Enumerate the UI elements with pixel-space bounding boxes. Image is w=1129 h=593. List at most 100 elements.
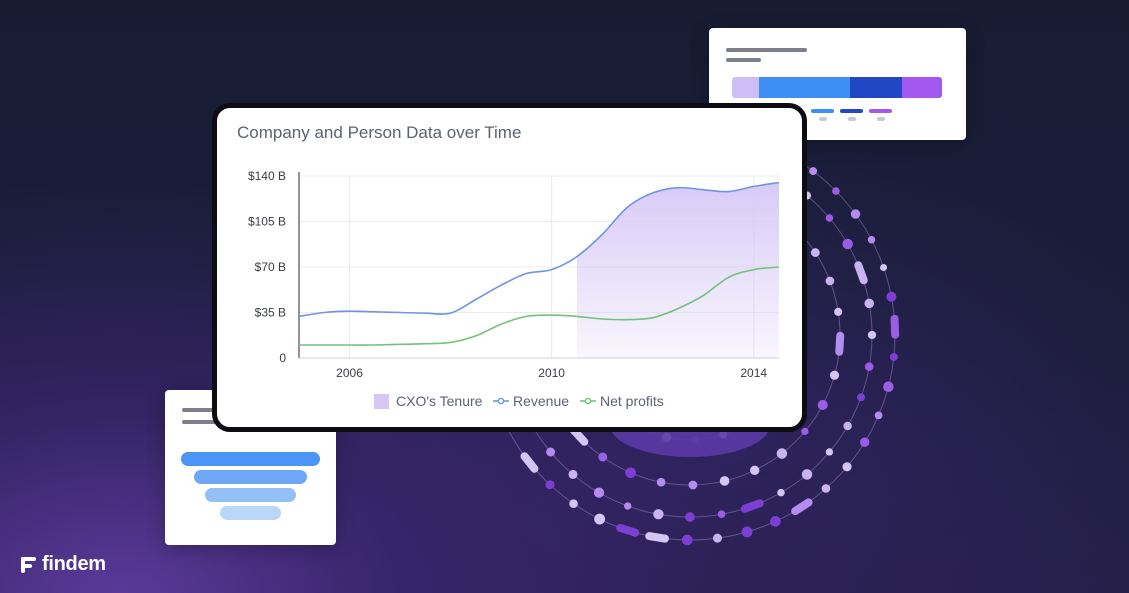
- ring-dot: [688, 480, 698, 490]
- legend-swatch: [869, 109, 892, 113]
- card-heading-line: [726, 48, 807, 52]
- funnel-stage: [181, 452, 320, 466]
- ring-dot: [856, 393, 866, 402]
- ring-dot: [770, 516, 781, 527]
- ring-dot: [825, 448, 834, 456]
- tenure-swatch: [374, 393, 389, 409]
- segment-legend: [811, 109, 901, 123]
- findem-logo[interactable]: findem: [20, 553, 106, 576]
- legend-swatch: [811, 109, 834, 113]
- y-tick-label: $105 B: [248, 215, 286, 229]
- ring-dot: [656, 477, 666, 487]
- ring-dot: [810, 248, 820, 257]
- ring-dot: [843, 421, 852, 431]
- y-tick-label: $35 B: [255, 306, 286, 320]
- ring-dot: [685, 512, 695, 522]
- y-tick-label: 0: [279, 351, 286, 365]
- findem-f-icon: [21, 556, 36, 573]
- ring-dot: [719, 476, 730, 486]
- x-tick-label: 2010: [538, 366, 565, 380]
- ring-dot: [809, 167, 818, 176]
- ring-dot: [867, 330, 877, 340]
- ring-dot: [825, 276, 835, 286]
- ring-pill: [616, 523, 640, 537]
- legend-label-net-profits: Net profits: [600, 393, 664, 409]
- y-tick-label: $70 B: [255, 260, 286, 274]
- stacked-segment-bar: [732, 77, 942, 98]
- legend-label-placeholder: [819, 117, 827, 121]
- net-profits-swatch-icon: [580, 397, 596, 405]
- ring-dot: [568, 469, 578, 479]
- ring-pill: [835, 331, 845, 356]
- ring-dot: [594, 513, 606, 525]
- x-tick-label: 2006: [336, 366, 363, 380]
- ring-dot: [741, 526, 753, 538]
- ring-dot: [829, 370, 840, 380]
- segment-bar-card: [709, 28, 966, 140]
- ring-pill: [520, 452, 539, 473]
- ring-dot: [832, 187, 840, 195]
- ring-pill: [854, 261, 868, 285]
- ring-dot: [842, 462, 852, 472]
- bar-segment: [759, 77, 850, 98]
- ring-dot: [593, 487, 605, 498]
- ring-dot: [801, 469, 813, 480]
- ring-pill: [740, 499, 764, 513]
- funnel-stage: [219, 506, 282, 520]
- revenue-line[interactable]: [298, 181, 780, 318]
- legend-label-revenue: Revenue: [513, 393, 570, 409]
- brand-name: findem: [42, 553, 106, 575]
- bar-segment: [902, 77, 942, 98]
- ring-dot: [653, 509, 664, 520]
- funnel-stage: [194, 470, 307, 484]
- revenue-swatch-icon: [493, 397, 509, 405]
- ring-dot: [776, 448, 788, 459]
- ring-dot: [681, 534, 693, 546]
- chart-card: Company and Person Data over Time 0 $35 B…: [212, 103, 807, 432]
- ring-dot: [889, 352, 898, 362]
- chart-title: Company and Person Data over Time: [237, 123, 522, 142]
- line-chart: 0 $35 B $70 B $105 B $140 B 2006 2010 2014: [248, 169, 780, 380]
- x-tick-label: 2014: [740, 366, 767, 380]
- ring-dot: [867, 236, 876, 244]
- legend-label-tenure: CXO's Tenure: [396, 393, 483, 409]
- bar-segment: [732, 77, 760, 98]
- ring-dot: [801, 427, 809, 436]
- ring-dot: [712, 533, 722, 543]
- legend-label-placeholder: [848, 117, 856, 121]
- ring-dot: [598, 452, 608, 462]
- legend-item-net-profits[interactable]: Net profits: [580, 391, 664, 411]
- ring-dot: [821, 484, 831, 493]
- y-tick-label: $140 B: [248, 169, 286, 183]
- ring-dot: [569, 499, 578, 508]
- ring-dot: [880, 263, 888, 271]
- ring-dot: [750, 465, 760, 476]
- ring-dot: [886, 291, 897, 302]
- legend-label-placeholder: [877, 117, 885, 121]
- ring-dot: [624, 502, 632, 510]
- ring-dot: [717, 510, 726, 519]
- ring-dot: [842, 238, 853, 250]
- tenure-region: [576, 182, 779, 358]
- legend-item-revenue[interactable]: Revenue: [493, 391, 569, 411]
- ring-dot: [864, 298, 875, 309]
- card-subheading-line: [726, 58, 761, 62]
- card-subheading-line: [182, 420, 230, 424]
- ring-dot: [864, 362, 874, 371]
- net-profits-line[interactable]: [299, 266, 780, 346]
- legend-swatch: [840, 109, 863, 113]
- bar-segment: [849, 77, 903, 98]
- ring-dot: [834, 307, 843, 316]
- ring-dot: [817, 399, 828, 410]
- ring-pill: [645, 532, 670, 543]
- legend-item-tenure[interactable]: CXO's Tenure: [374, 391, 482, 411]
- ring-pill: [890, 314, 900, 339]
- ring-dot: [850, 209, 861, 219]
- ring-pill: [791, 498, 813, 516]
- ring-dot: [545, 480, 555, 490]
- ring-dot: [860, 437, 870, 447]
- ring-dot: [625, 467, 636, 479]
- chart-legend: CXO's Tenure Revenue Net profits: [217, 391, 802, 411]
- ring-dot: [546, 447, 556, 457]
- ring-dot: [777, 488, 785, 497]
